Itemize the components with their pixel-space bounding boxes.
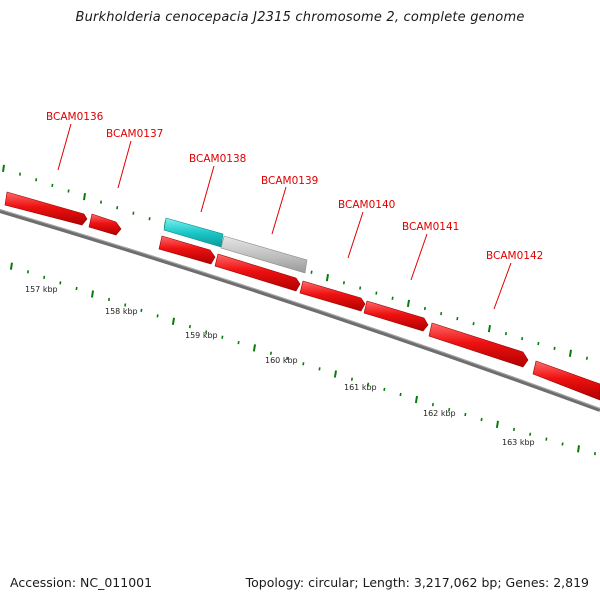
leader-bcam0138 bbox=[200, 165, 215, 213]
scale-label: 157 kbp bbox=[25, 285, 58, 294]
minor-tick bbox=[75, 286, 78, 291]
summary-text: Topology: circular; Length: 3,217,062 bp… bbox=[245, 575, 589, 590]
gene-label: BCAM0136 bbox=[46, 111, 104, 123]
minor-tick bbox=[391, 296, 394, 300]
minor-tick bbox=[440, 311, 443, 316]
minor-tick bbox=[35, 178, 38, 182]
minor-tick bbox=[43, 275, 46, 280]
minor-tick bbox=[399, 392, 402, 397]
gene-next[interactable] bbox=[532, 360, 600, 401]
minor-tick bbox=[456, 316, 459, 321]
minor-tick bbox=[448, 407, 451, 412]
scale-label: 159 kbp bbox=[185, 331, 218, 340]
minor-tick bbox=[188, 324, 191, 329]
minor-tick bbox=[350, 377, 353, 381]
major-tick bbox=[495, 420, 499, 429]
scale-label: 162 kbp bbox=[423, 409, 456, 418]
gene-bcam0142[interactable] bbox=[428, 322, 529, 368]
leader-bcam0136 bbox=[57, 123, 72, 171]
minor-tick bbox=[359, 286, 362, 290]
minor-tick bbox=[383, 387, 386, 392]
scale-labels: 157 kbp 158 kbp 159 kbp 160 kbp 161 kbp … bbox=[25, 285, 535, 447]
gene-lane-lower bbox=[158, 235, 600, 401]
minor-tick bbox=[512, 427, 515, 432]
major-tick bbox=[333, 370, 337, 378]
minor-tick bbox=[148, 217, 151, 221]
major-tick bbox=[414, 395, 418, 404]
major-tick bbox=[9, 262, 13, 270]
gene-label: BCAM0142 bbox=[486, 250, 543, 262]
scale-label: 158 kbp bbox=[105, 307, 138, 316]
minor-tick bbox=[318, 367, 321, 371]
gene-bcam0136[interactable] bbox=[4, 191, 88, 226]
minor-tick bbox=[375, 291, 378, 295]
minor-tick bbox=[286, 356, 289, 361]
major-tick bbox=[91, 290, 94, 298]
minor-tick bbox=[269, 351, 272, 355]
gene-label: BCAM0137 bbox=[106, 128, 163, 140]
leader-bcam0140 bbox=[347, 211, 364, 259]
minor-tick bbox=[67, 189, 70, 193]
major-tick bbox=[577, 445, 580, 453]
minor-tick bbox=[310, 270, 313, 274]
genome-backbone-highlight bbox=[0, 209, 600, 409]
minor-tick bbox=[237, 340, 240, 345]
leader-bcam0139 bbox=[271, 186, 287, 235]
minor-tick bbox=[585, 356, 588, 360]
minor-tick bbox=[561, 442, 564, 446]
minor-tick bbox=[221, 335, 224, 339]
gene-bcam0138-lower[interactable] bbox=[158, 235, 216, 265]
scale-label: 163 kbp bbox=[502, 438, 535, 447]
major-tick bbox=[406, 299, 410, 308]
gene-bcam0137[interactable] bbox=[88, 213, 122, 236]
minor-tick bbox=[553, 346, 556, 351]
minor-tick bbox=[342, 281, 345, 285]
gene-bcam0140[interactable] bbox=[299, 280, 366, 312]
minor-tick bbox=[59, 281, 62, 285]
gene-label: BCAM0139 bbox=[261, 175, 318, 187]
minor-tick bbox=[472, 321, 475, 326]
genome-backbone bbox=[0, 209, 600, 412]
gene-bcam0141[interactable] bbox=[363, 300, 429, 332]
major-tick bbox=[325, 273, 329, 282]
leader-bcam0142 bbox=[493, 262, 512, 310]
gene-bcam0139[interactable] bbox=[220, 235, 308, 274]
minor-tick bbox=[480, 417, 483, 422]
minor-tick bbox=[302, 362, 305, 366]
minor-tick bbox=[545, 437, 548, 441]
scale-label: 160 kbp bbox=[265, 356, 298, 365]
minor-tick bbox=[205, 330, 208, 334]
gene-bcam0139-lower[interactable] bbox=[214, 253, 301, 292]
map-title: Burkholderia cenocepacia J2315 chromosom… bbox=[75, 10, 525, 25]
major-tick bbox=[2, 164, 5, 173]
major-tick bbox=[252, 344, 256, 352]
gene-lane-upper bbox=[4, 191, 308, 274]
minor-tick bbox=[537, 341, 540, 346]
leader-bcam0137 bbox=[117, 140, 132, 189]
major-tick bbox=[171, 317, 175, 325]
gene-label: BCAM0140 bbox=[338, 199, 395, 211]
scale-label: 161 kbp bbox=[344, 383, 377, 392]
major-tick bbox=[568, 349, 572, 357]
gene-labels: BCAM0136 BCAM0137 BCAM0138 BCAM0139 BCAM… bbox=[46, 111, 543, 262]
minor-tick bbox=[156, 314, 159, 318]
inner-tick-row bbox=[9, 262, 596, 456]
minor-tick bbox=[423, 306, 426, 311]
minor-tick bbox=[529, 432, 532, 436]
major-tick bbox=[83, 192, 86, 201]
minor-tick bbox=[431, 402, 434, 407]
minor-tick bbox=[521, 336, 524, 341]
gene-label: BCAM0138 bbox=[189, 153, 246, 165]
major-tick bbox=[487, 324, 491, 333]
minor-tick bbox=[51, 183, 54, 188]
minor-tick bbox=[464, 412, 467, 417]
leader-bcam0141 bbox=[410, 233, 428, 281]
label-leaders bbox=[57, 123, 512, 310]
minor-tick bbox=[504, 331, 507, 336]
minor-tick bbox=[367, 382, 370, 386]
gene-label: BCAM0141 bbox=[402, 221, 459, 233]
accession-text: Accession: NC_011001 bbox=[10, 575, 153, 590]
